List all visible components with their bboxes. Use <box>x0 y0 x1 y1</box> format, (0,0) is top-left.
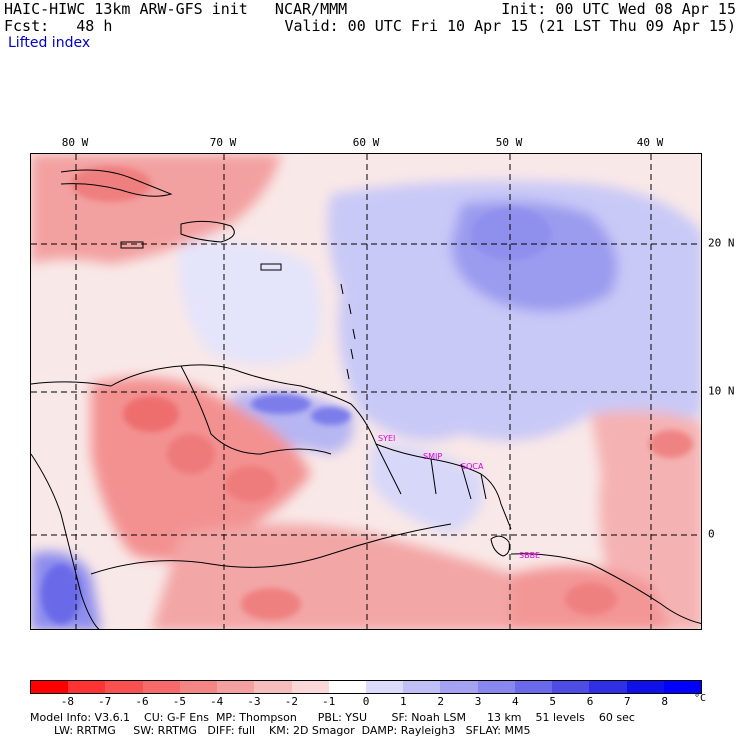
blue-region-caribbean <box>179 241 321 364</box>
border-amazon <box>90 523 452 575</box>
coastline-pacific <box>31 453 100 629</box>
colorbar-tick-label: -1 <box>322 695 336 708</box>
colorbar-swatch <box>514 681 553 693</box>
border-colombia-venezuela <box>180 365 332 455</box>
colorbar-tick-label: 8 <box>661 695 668 708</box>
colorbar-swatch <box>142 681 180 693</box>
red-cell-2 <box>167 434 215 474</box>
colorbar-swatch <box>663 681 701 693</box>
colorbar-swatch <box>179 681 218 693</box>
lon-label-60w: 60 W <box>352 136 380 149</box>
station-soca: SOCA <box>461 462 484 471</box>
forecast-hour: Fcst: 48 h <box>4 17 113 35</box>
colorbar-tick-label: 1 <box>400 695 407 708</box>
colorbar-unit: °C <box>694 693 707 704</box>
colorbar-tick-label: -3 <box>247 695 261 708</box>
red-cell-5 <box>649 430 693 458</box>
colorbar-tick-label: 2 <box>437 695 444 708</box>
colorbar-tick-label: -6 <box>135 695 149 708</box>
colorbar-swatch <box>477 681 515 693</box>
coastline-cuba <box>60 169 173 197</box>
model-info-line2: LW: RRTMG SW: RRTMG DIFF: full KM: 2D Sm… <box>54 724 531 737</box>
blue-region-guianas <box>371 444 483 534</box>
blue-cell-3 <box>471 208 551 260</box>
colorbar-tick-label: 7 <box>624 695 631 708</box>
red-cell-1 <box>123 396 179 432</box>
lat-label-20n: 20 N <box>708 236 735 250</box>
blue-cell-2 <box>311 407 351 425</box>
colorbar-swatch <box>328 681 366 693</box>
colorbar-swatch <box>105 681 143 693</box>
colorbar-swatch <box>68 681 106 693</box>
colorbar-tick-label: -4 <box>210 695 224 708</box>
border-guianas <box>375 443 487 500</box>
lon-label-40w: 40 W <box>636 136 664 149</box>
station-syei: SYEI <box>378 434 395 443</box>
colorbar-tick-label: -2 <box>284 695 298 708</box>
coastline-jamaica <box>120 241 144 249</box>
model-info-line1: Model Info: V3.6.1 CU: G-F Ens MP: Thomp… <box>30 711 635 724</box>
colorbar-tick-label: -7 <box>98 695 112 708</box>
colorbar-tick-label: 3 <box>474 695 482 708</box>
lat-label-10n: 10 N <box>708 384 735 398</box>
field-name: Lifted index <box>8 35 91 51</box>
colorbar-tick-label: -8 <box>60 695 74 708</box>
blue-cell-1 <box>251 394 311 414</box>
colorbar-swatch <box>365 681 404 693</box>
lon-label-70w: 70 W <box>209 136 237 149</box>
colorbar-swatch <box>589 681 627 693</box>
blue-cell-4 <box>41 564 81 624</box>
colorbar-tick-label: 6 <box>586 695 594 708</box>
colorbar-tick-label: 5 <box>549 695 556 708</box>
colorbar-swatch <box>217 681 255 693</box>
colorbar-swatch <box>440 681 478 693</box>
colorbar-swatch <box>31 681 69 693</box>
colorbar-tick-label: 4 <box>512 695 519 708</box>
colorbar-tick-label: -5 <box>172 695 186 708</box>
colorbar <box>30 680 702 694</box>
lifted-index-map: SYEI SMJP SOCA SBBE <box>30 153 702 630</box>
valid-time: Valid: 00 UTC Fri 10 Apr 15 (21 LST Thu … <box>284 17 736 35</box>
colorbar-tick-label: 0 <box>362 695 370 708</box>
station-smjp: SMJP <box>423 452 442 461</box>
coastline-south-america-north <box>31 364 512 530</box>
colorbar-swatch <box>552 681 590 693</box>
coastline-amazon-mouth <box>490 535 510 557</box>
lon-label-80w: 80 W <box>61 136 89 149</box>
station-sbbe: SBBE <box>519 551 540 560</box>
init-time: Init: 00 UTC Wed 08 Apr 15 <box>501 0 736 18</box>
colorbar-swatch <box>291 681 329 693</box>
lon-label-50w: 50 W <box>495 136 523 149</box>
lat-label-0: 0 <box>708 527 715 541</box>
red-cell-6 <box>241 588 301 620</box>
map-canvas: SYEI SMJP SOCA SBBE <box>31 154 701 629</box>
colorbar-swatch <box>403 681 441 693</box>
title-line: HAIC-HIWC 13km ARW-GFS init NCAR/MMM <box>4 0 348 18</box>
colorbar-swatch <box>254 681 292 693</box>
coastline-puerto-rico <box>260 263 282 271</box>
coastline-hispaniola <box>180 220 235 243</box>
red-cell-3 <box>225 466 277 502</box>
red-cell-7 <box>565 583 617 615</box>
coastline-lesser-antilles <box>340 283 356 380</box>
coastline-brazil <box>510 553 701 625</box>
colorbar-swatch <box>626 681 664 693</box>
